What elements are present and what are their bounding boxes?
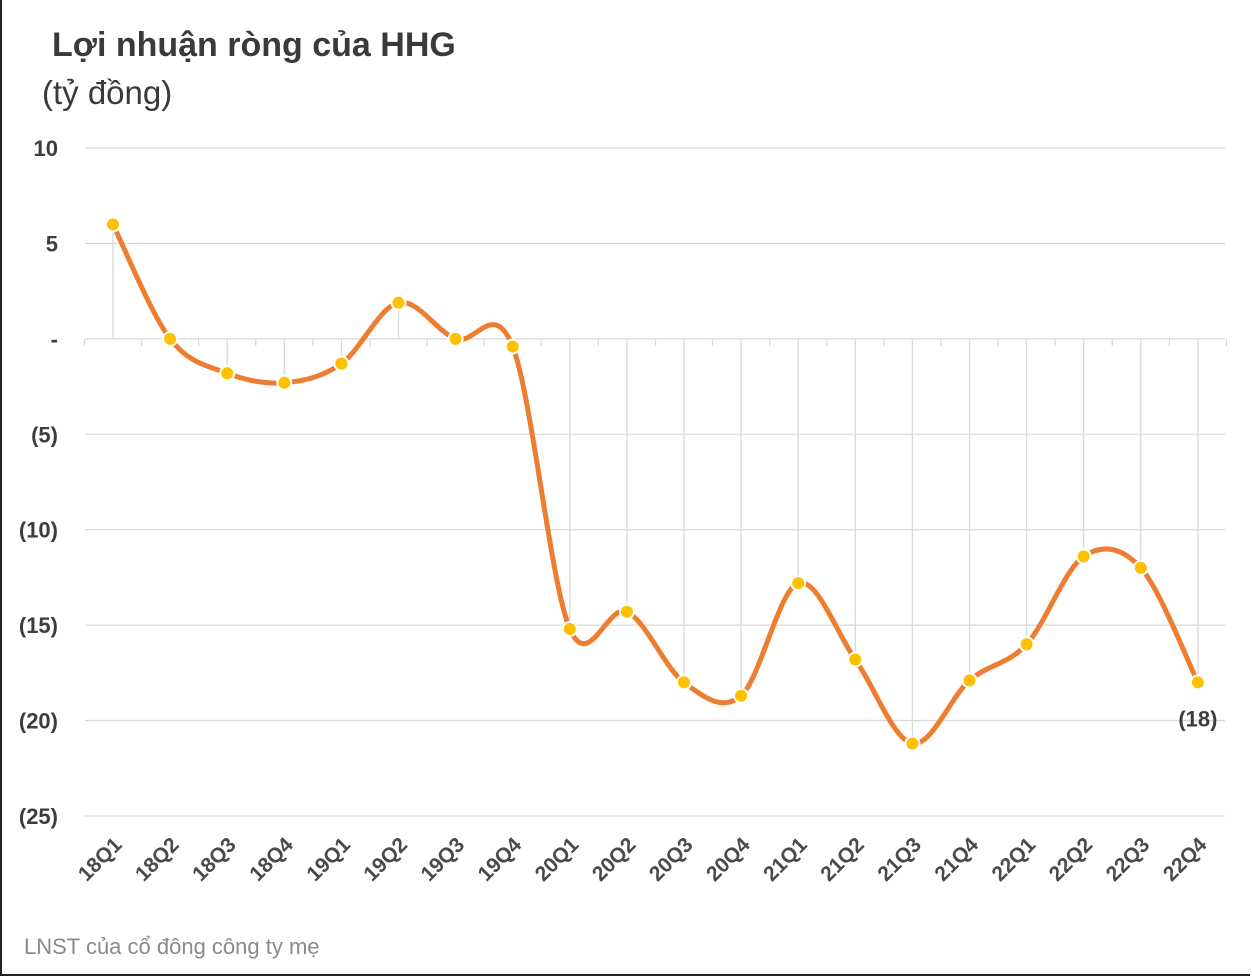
x-tick-label: 22Q4: [1159, 833, 1212, 886]
x-tick-label: 20Q1: [531, 833, 584, 886]
data-point: [504, 338, 521, 355]
x-tick-label: 20Q2: [588, 833, 641, 886]
data-point: [1189, 674, 1206, 691]
x-tick-label: 21Q1: [759, 833, 812, 886]
data-point: [390, 294, 407, 311]
y-tick-label: 5: [46, 231, 58, 256]
data-point: [1132, 559, 1149, 576]
x-tick-label: 18Q3: [188, 833, 241, 886]
x-axis-labels: 18Q1 18Q2 18Q3 18Q4 19Q1 19Q2 19Q3 19Q4 20Q1 20Q2…: [74, 833, 1212, 886]
data-point: [219, 365, 236, 382]
data-point: [162, 330, 179, 347]
y-tick-label: (25): [19, 804, 58, 829]
y-tick-label: 10: [34, 136, 58, 161]
data-point: [618, 603, 635, 620]
data-point: [847, 651, 864, 668]
series-line: [110, 221, 1201, 746]
y-tick-label: (15): [19, 613, 58, 638]
x-tick-label: 19Q3: [417, 833, 470, 886]
x-tick-label: 20Q4: [702, 833, 755, 886]
chart-title: Lợi nhuận ròng của HHG: [52, 26, 456, 64]
x-tick-label: 20Q3: [645, 833, 698, 886]
x-tick-label: 22Q3: [1102, 833, 1155, 886]
y-axis-labels: 10 5 - (5) (10) (15) (20) (25): [19, 136, 58, 829]
data-point: [1075, 548, 1092, 565]
data-point: [790, 575, 807, 592]
x-tick-label: 18Q4: [245, 833, 298, 886]
data-point: [733, 687, 750, 704]
data-labels: (18): [1178, 706, 1217, 731]
chart-footnote: LNST của cổ đông công ty mẹ: [24, 934, 320, 959]
x-tick-label: 19Q1: [302, 833, 355, 886]
x-tick-label: 21Q2: [816, 833, 869, 886]
data-point: [333, 355, 350, 372]
data-point: [561, 620, 578, 637]
chart-subtitle: (tỷ đồng): [42, 74, 173, 111]
drop-lines: [83, 224, 1228, 744]
gridlines: [85, 147, 1225, 817]
y-tick-label: -: [51, 327, 58, 352]
data-point: [961, 672, 978, 689]
y-tick-label: (5): [31, 422, 58, 447]
x-tick-label: 22Q2: [1045, 833, 1098, 886]
data-point: [904, 735, 921, 752]
y-tick-label: (20): [19, 709, 58, 734]
data-point: [276, 374, 293, 391]
x-tick-label: 18Q1: [74, 833, 127, 886]
data-point: [676, 674, 692, 691]
data-point: [447, 330, 464, 347]
data-label: (18): [1178, 706, 1217, 731]
x-tick-label: 21Q3: [873, 833, 926, 886]
x-tick-label: 21Q4: [930, 833, 983, 886]
data-point: [1018, 636, 1035, 653]
x-tick-label: 19Q2: [359, 833, 412, 886]
x-tick-label: 18Q2: [131, 833, 184, 886]
series-markers: [105, 216, 1206, 752]
x-tick-label: 22Q1: [988, 833, 1041, 886]
y-tick-label: (10): [19, 518, 58, 543]
x-tick-label: 19Q4: [474, 833, 527, 886]
data-point: [105, 216, 121, 233]
